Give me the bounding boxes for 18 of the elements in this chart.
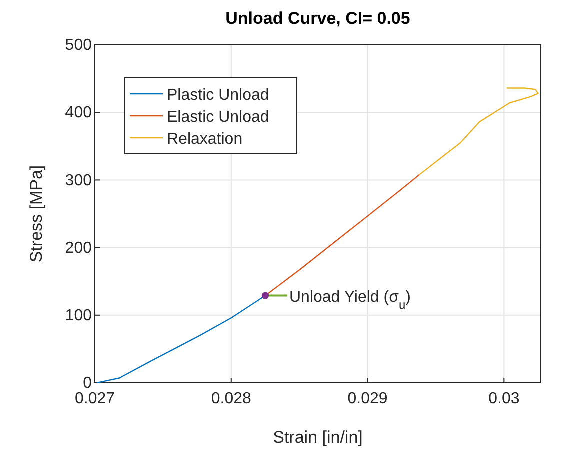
line-series xyxy=(419,88,539,176)
y-tick-label: 400 xyxy=(65,104,92,122)
legend-label: Elastic Unload xyxy=(167,109,270,126)
legend-label: Relaxation xyxy=(167,131,243,148)
y-tick-label: 500 xyxy=(65,37,92,54)
chart-title: Unload Curve, CI= 0.05 xyxy=(226,9,410,28)
x-tick-label: 0.03 xyxy=(488,390,520,408)
y-tick-label: 100 xyxy=(65,308,92,325)
x-tick-label: 0.029 xyxy=(348,390,388,408)
y-tick-label: 200 xyxy=(65,240,92,257)
x-axis-title: Strain [in/in] xyxy=(273,428,363,447)
y-tick-label: 0 xyxy=(83,375,92,392)
x-tick-label: 0.028 xyxy=(211,390,252,408)
y-axis-title: Stress [MPa] xyxy=(27,165,46,263)
annotation: Unload Yield (σ$_{u}$) xyxy=(289,288,412,312)
x-tick-label: 0.027 xyxy=(74,390,116,408)
legend-label: Plastic Unload xyxy=(167,87,270,104)
y-tick-label: 300 xyxy=(65,172,92,190)
